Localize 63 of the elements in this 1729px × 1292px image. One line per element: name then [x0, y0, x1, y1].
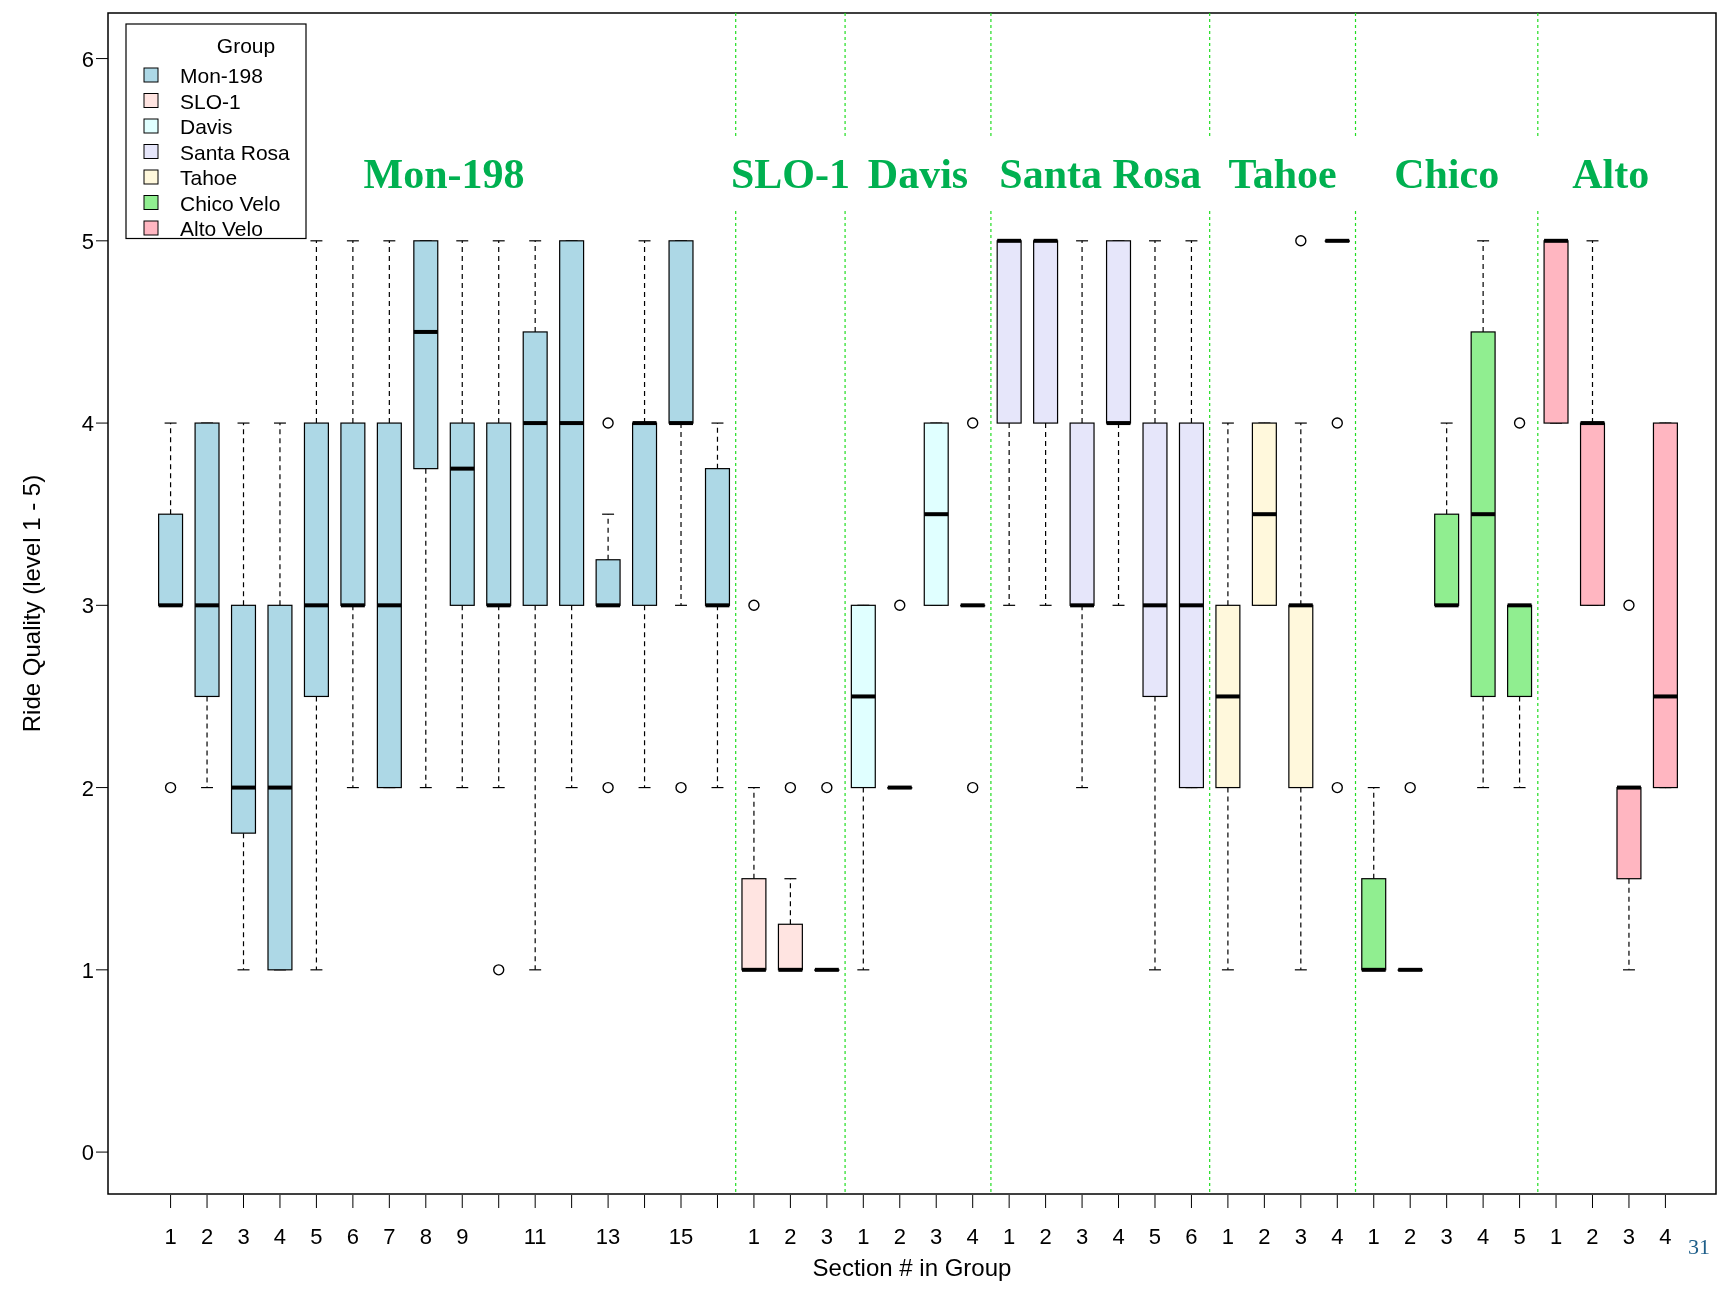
annotation: Chico: [1394, 151, 1500, 197]
x-tick-label: 5: [1148, 1224, 1162, 1249]
annotation: Mon-198: [363, 151, 525, 197]
annotation: Alto: [1572, 151, 1650, 197]
y-tick-label: 3: [81, 593, 94, 619]
x-tick-label: 4: [1476, 1224, 1490, 1249]
legend-label: Santa Rosa: [180, 140, 291, 164]
y-tick-label: 1: [81, 957, 94, 983]
x-tick-label: 4: [1112, 1224, 1125, 1249]
legend-title: Group: [216, 34, 276, 57]
legend-label: SLO-1: [180, 89, 241, 113]
x-tick-label: 4: [1331, 1224, 1344, 1249]
annotation: Santa Rosa: [999, 151, 1202, 197]
x-tick-label: 1: [1549, 1224, 1563, 1249]
y-tick-label: 4: [81, 411, 94, 437]
x-tick-label: 3: [1622, 1224, 1636, 1249]
x-tick-label: 7: [383, 1224, 396, 1249]
annotation: Tahoe: [1228, 151, 1337, 197]
x-tick-label: 9: [456, 1224, 469, 1249]
x-tick-label: 3: [1440, 1224, 1453, 1249]
x-tick-label: 1: [164, 1224, 177, 1249]
y-axis-title: Ride Quality (level 1 - 5): [18, 474, 45, 733]
y-tick-label: 6: [81, 46, 94, 72]
legend-label: Tahoe: [180, 166, 238, 189]
x-tick-label: 2: [1258, 1224, 1271, 1249]
x-tick-label: 2: [1039, 1224, 1052, 1249]
x-tick-label: 5: [1513, 1224, 1526, 1249]
x-tick-label: 6: [346, 1224, 360, 1249]
x-tick-label: 13: [595, 1224, 621, 1249]
annotation: SLO-1: [730, 151, 850, 197]
legend-label: Chico Velo: [180, 191, 281, 215]
text: 31: [1688, 1234, 1710, 1259]
x-tick-label: 3: [1294, 1224, 1307, 1249]
x-axis-title: Section # in Group: [812, 1254, 1012, 1281]
x-tick-label: 8: [419, 1224, 432, 1249]
y-tick-label: 0: [81, 1140, 94, 1166]
legend-label: Mon-198: [180, 64, 263, 87]
x-tick-label: 15: [668, 1224, 694, 1249]
x-tick-label: 1: [857, 1224, 870, 1249]
x-tick-label: 3: [820, 1224, 833, 1249]
legend-label: Davis: [180, 115, 233, 138]
x-tick-label: 2: [1404, 1224, 1417, 1249]
legend-label: Alto Velo: [180, 217, 263, 240]
x-tick-label: 5: [310, 1224, 323, 1249]
x-tick-label: 1: [1367, 1224, 1380, 1249]
y-tick-label: 5: [81, 228, 94, 254]
x-tick-label: 2: [784, 1224, 797, 1249]
x-tick-label: 1: [747, 1224, 761, 1249]
x-tick-label: 4: [273, 1224, 287, 1249]
x-tick-label: 4: [1659, 1224, 1672, 1249]
x-tick-label: 2: [893, 1224, 906, 1249]
y-tick-label: 2: [81, 775, 94, 801]
x-tick-label: 3: [1075, 1224, 1089, 1249]
x-tick-label: 11: [523, 1224, 547, 1249]
x-tick-label: 3: [930, 1224, 943, 1249]
x-tick-label: 6: [1185, 1224, 1198, 1249]
x-tick-label: 1: [1003, 1224, 1016, 1249]
annotation: Davis: [867, 151, 969, 197]
x-tick-label: 1: [1221, 1224, 1235, 1249]
x-tick-label: 2: [200, 1224, 214, 1249]
x-tick-label: 3: [237, 1224, 250, 1249]
x-tick-label: 2: [1586, 1224, 1599, 1249]
x-tick-label: 4: [966, 1224, 979, 1249]
